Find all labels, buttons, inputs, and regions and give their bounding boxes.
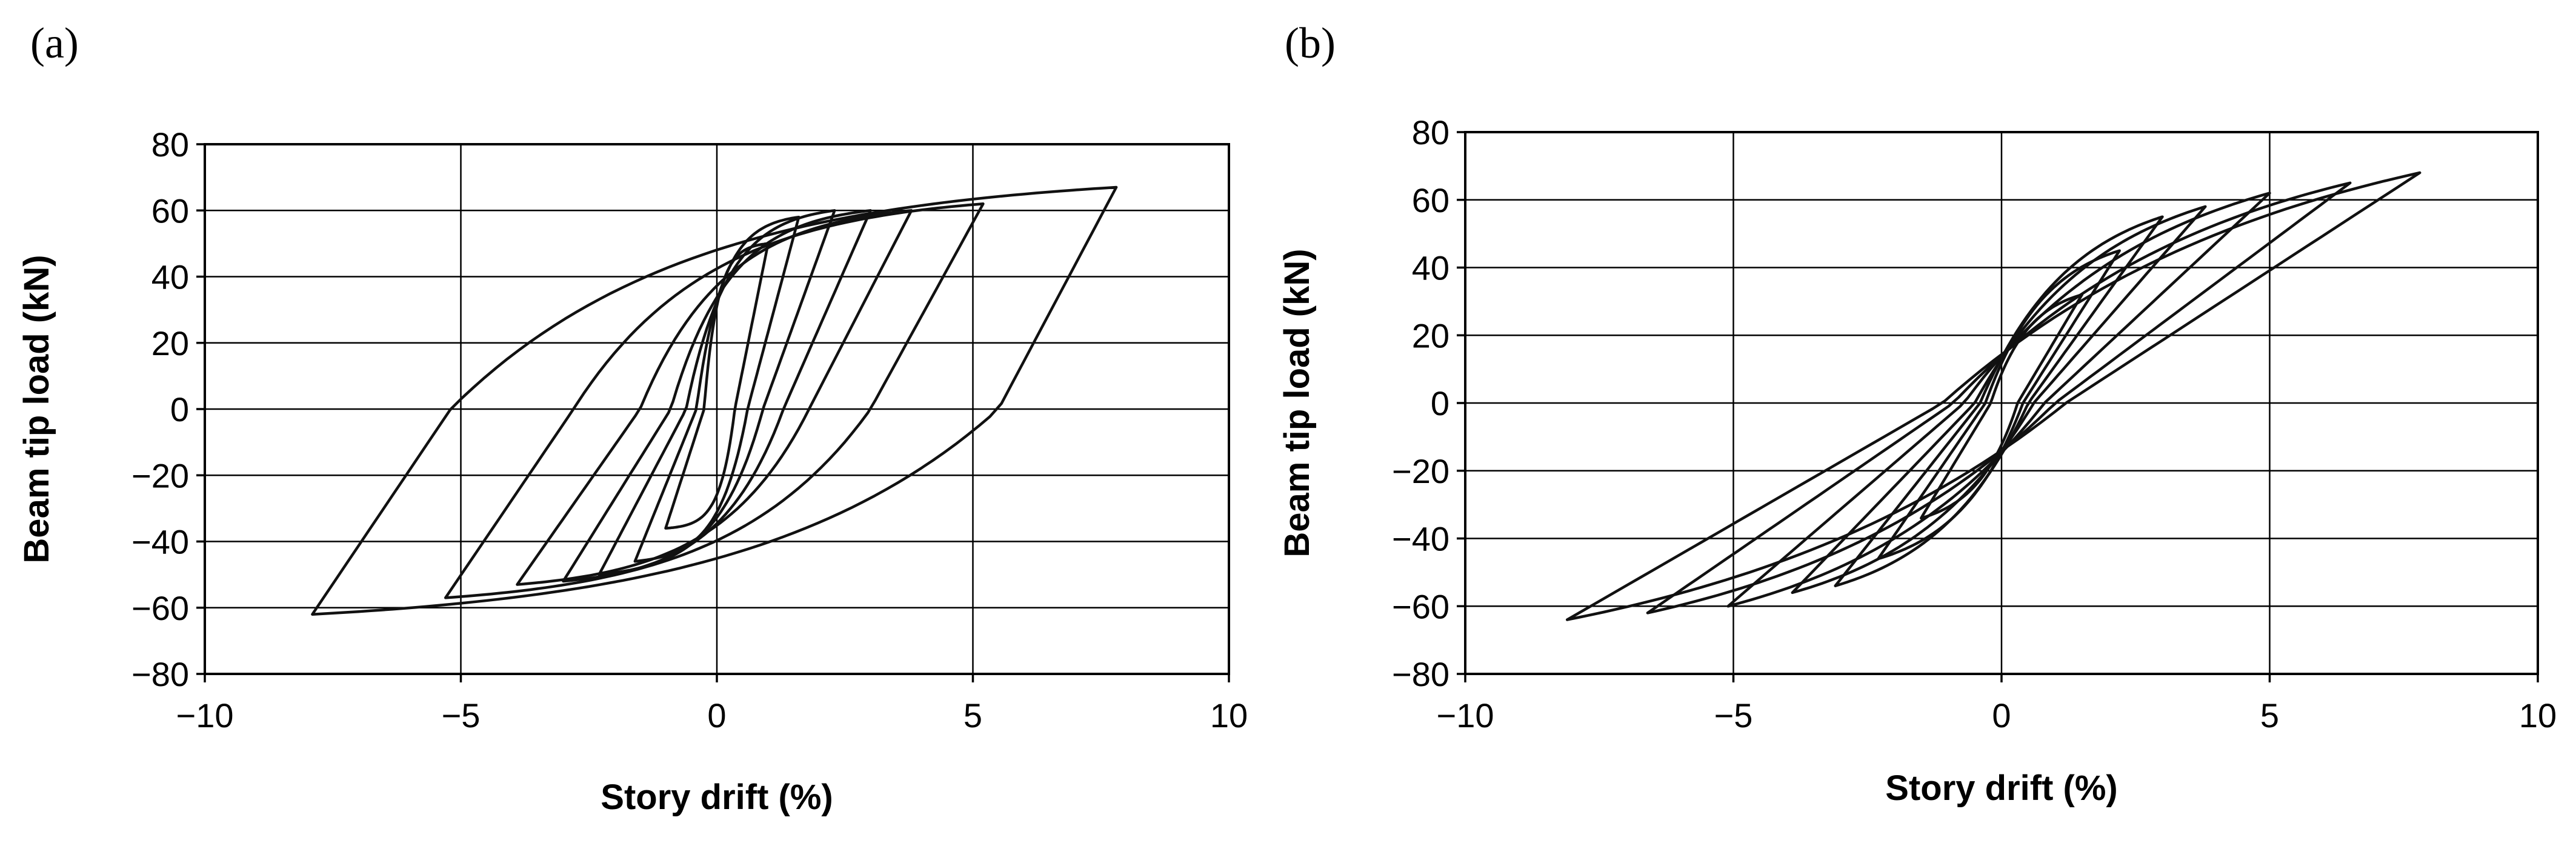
x-tick-label: −5 <box>1714 696 1753 735</box>
y-tick-label: 60 <box>151 192 189 230</box>
hysteresis-loop-3 <box>518 210 912 584</box>
x-axis-label: Story drift (%) <box>1885 768 2117 808</box>
x-tick-label: 5 <box>2260 696 2279 735</box>
chart-panel-b: (b) −10 −5 0 5 10 −80 −60 −40 −20 0 20 40 60 80 Story d… <box>1277 19 2557 808</box>
hysteresis-loop-2 <box>1648 183 2350 613</box>
x-tick-label: 10 <box>1210 696 1248 735</box>
hysteresis-loop-1 <box>312 187 1116 615</box>
chart-panel-a: (a) −10 −5 0 5 10 −80 −60 −40 −20 0 20 40 60 80 Story d… <box>17 19 1248 817</box>
hysteresis-loop-3 <box>1728 193 2270 607</box>
y-tick-label: 60 <box>1412 181 1449 219</box>
y-tick-label: 20 <box>1412 316 1449 355</box>
y-axis-label: Beam tip load (kN) <box>17 255 56 563</box>
y-tick-label: −20 <box>1392 452 1449 490</box>
x-axis-label: Story drift (%) <box>601 778 833 817</box>
y-tick-label: 80 <box>1412 113 1449 152</box>
panel-label: (b) <box>1285 19 1336 67</box>
y-tick-label: 40 <box>1412 249 1449 287</box>
hysteresis-loop-4 <box>1792 207 2206 593</box>
y-tick-label: 0 <box>1431 384 1449 422</box>
x-tick-label: 0 <box>707 696 726 735</box>
y-tick-label: 40 <box>151 258 189 296</box>
x-tick-label: 5 <box>964 696 982 735</box>
y-tick-label: −80 <box>131 655 189 693</box>
y-tick-label: −80 <box>1392 655 1449 693</box>
y-tick-label: −20 <box>131 456 189 495</box>
y-tick-label: −40 <box>131 523 189 561</box>
y-tick-label: 20 <box>151 324 189 362</box>
y-tick-label: −40 <box>1392 520 1449 558</box>
y-axis-label: Beam tip load (kN) <box>1277 248 1317 557</box>
y-tick-label: 0 <box>170 390 189 428</box>
y-tick-label: −60 <box>1392 587 1449 625</box>
y-tick-label: 80 <box>151 125 189 164</box>
x-tick-label: −10 <box>176 696 234 735</box>
x-tick-label: −10 <box>1437 696 1494 735</box>
x-tick-label: 0 <box>1992 696 2011 735</box>
hysteresis-loop-2 <box>445 204 983 598</box>
y-tick-label: −60 <box>131 589 189 627</box>
x-tick-label: −5 <box>442 696 481 735</box>
x-tick-label: 10 <box>2519 696 2557 735</box>
panel-label: (a) <box>30 19 79 67</box>
